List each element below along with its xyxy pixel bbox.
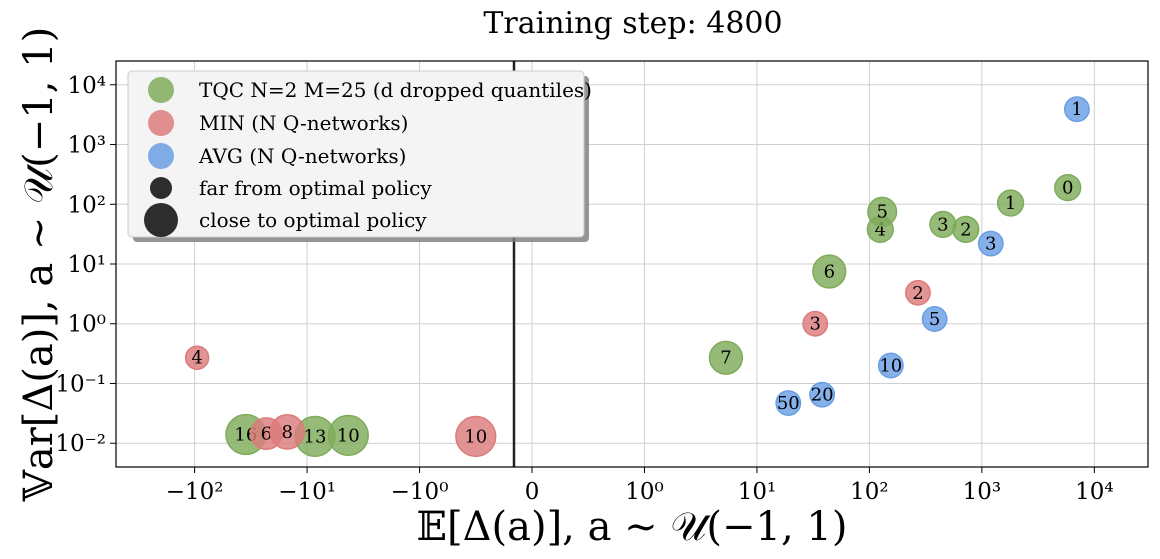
point-label: 1	[1071, 99, 1082, 120]
scatter-point	[184, 345, 210, 370]
x-tick-label: 10³	[963, 479, 1002, 505]
legend: TQC N=2 M=25 (d dropped quantiles) MIN (N…	[127, 70, 592, 242]
scatter-point	[455, 415, 497, 458]
legend-marker	[148, 143, 174, 169]
scatter-point	[877, 352, 904, 379]
legend-label: MIN (N Q-networks)	[199, 111, 408, 135]
x-tick-label: 0	[525, 479, 540, 505]
point-label: 3	[810, 314, 821, 335]
point-label: 5	[929, 309, 940, 330]
x-tick-label: 10²	[850, 479, 889, 505]
legend-marker	[148, 110, 174, 136]
plot-frame	[115, 60, 1149, 468]
point-label: 3	[985, 234, 996, 255]
point-label: 2	[960, 219, 971, 240]
scatter-point	[867, 196, 898, 227]
point-label: 10	[464, 426, 487, 447]
y-tick-label: 10¹	[68, 252, 107, 278]
y-tick-label: 10³	[68, 133, 107, 159]
point-label: 6	[261, 424, 272, 445]
scatter-point	[921, 306, 948, 332]
point-label: 2	[912, 283, 923, 304]
scatter-point	[996, 189, 1025, 217]
x-tick-label: −10²	[166, 479, 224, 505]
point-label: 0	[1062, 178, 1073, 199]
scatter-point	[269, 414, 306, 450]
x-tick-label: −10¹	[278, 479, 336, 505]
y-tick-label: 10²	[68, 192, 107, 218]
point-label: 3	[937, 214, 948, 235]
x-tick-label: 10¹	[738, 479, 777, 505]
y-tick-label: 10⁻¹	[55, 371, 106, 397]
point-label: 4	[191, 348, 202, 369]
scatter-point	[1054, 173, 1082, 202]
point-label: 20	[811, 385, 834, 406]
point-label: 4	[875, 219, 886, 240]
legend-label: AVG (N Q-networks)	[198, 144, 406, 168]
y-tick-label: 10⁻²	[55, 431, 106, 457]
scatter-point	[802, 310, 829, 337]
y-tick-label: 10⁰	[68, 312, 107, 338]
scatter-point	[809, 381, 836, 408]
point-label: 50	[777, 393, 800, 414]
legend-label: TQC N=2 M=25 (d dropped quantiles)	[199, 78, 592, 102]
scatter-point	[929, 210, 957, 239]
point-label: 10	[879, 356, 902, 377]
scatter-point	[812, 254, 847, 289]
x-axis-label: 𝔼[Δ(a)], a ∼ 𝒰(−1, 1)	[417, 504, 848, 550]
legend-marker	[150, 177, 172, 199]
scatter-point	[1063, 96, 1090, 123]
legend-box	[127, 70, 585, 238]
point-label: 7	[720, 348, 731, 369]
scatter-point	[775, 390, 802, 417]
scatter-point	[708, 340, 744, 375]
legend-marker	[144, 203, 178, 237]
legend-label: far from optimal policy	[199, 176, 432, 200]
y-tick-label: 10⁴	[68, 73, 107, 99]
point-label: 1	[1005, 193, 1016, 214]
tick-labels: −10² −10¹ −10⁰ 0 10⁰ 10¹ 10² 10³ 10⁴ 10⁻² 10⁻¹ 10⁰ 1…	[55, 73, 1113, 505]
x-tick-label: 10⁰	[625, 479, 664, 505]
point-label: 10	[337, 425, 360, 446]
x-tick-label: −10⁰	[391, 479, 449, 505]
scatter-point	[977, 230, 1004, 257]
chart-title: Training step: 4800	[483, 6, 782, 41]
y-axis-label: 𝕍ar[Δ(a)], a ∼ 𝒰(−1, 1)	[16, 27, 62, 502]
point-label: 13	[304, 426, 327, 447]
legend-marker	[148, 77, 174, 103]
point-label: 6	[824, 261, 835, 282]
scatter-point	[904, 279, 931, 306]
x-tick-label: 10⁴	[1075, 479, 1114, 505]
legend-label: close to optimal policy	[199, 208, 427, 232]
point-label: 8	[282, 422, 293, 443]
scatter-point	[327, 414, 369, 457]
point-label: 5	[876, 202, 887, 223]
